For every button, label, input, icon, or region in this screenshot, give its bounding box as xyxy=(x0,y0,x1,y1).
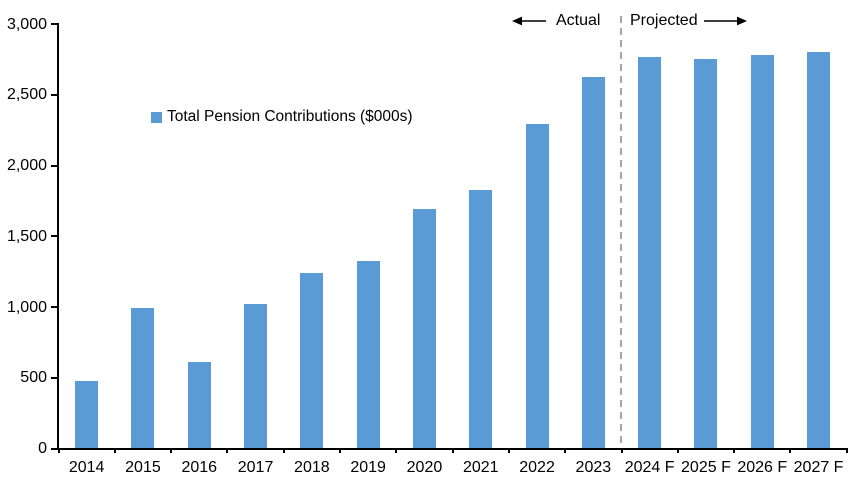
x-axis-label: 2015 xyxy=(125,459,161,476)
bar-2020 xyxy=(412,208,436,448)
bar-2022 xyxy=(525,123,549,448)
x-axis-tick-mark xyxy=(620,448,623,453)
y-axis-tick-label: 2,000 xyxy=(6,157,47,174)
x-axis-tick-mark xyxy=(226,448,229,453)
x-axis-tick-mark xyxy=(282,448,285,453)
x-axis-tick-mark xyxy=(395,448,398,453)
y-axis-tick-mark xyxy=(51,376,58,379)
actual-label: Actual xyxy=(556,12,601,29)
x-axis-label: 2021 xyxy=(462,459,499,476)
y-axis-tick-mark xyxy=(51,93,58,96)
bar-2021 xyxy=(469,190,493,448)
bar-2026-f xyxy=(750,54,774,448)
y-axis-tick-label: 1,500 xyxy=(6,227,47,245)
right-arrow-icon xyxy=(704,16,747,26)
x-axis-tick-mark xyxy=(845,448,848,453)
bar-2018 xyxy=(300,272,324,448)
x-axis-tick-mark xyxy=(113,448,116,453)
x-axis-label: 2019 xyxy=(350,459,386,476)
x-axis-tick-mark xyxy=(733,448,736,453)
bar-2016 xyxy=(187,361,211,448)
x-axis-tick-mark xyxy=(339,448,341,453)
y-axis-tick-label: 2,500 xyxy=(6,86,47,104)
x-axis-label: 2016 xyxy=(181,459,218,476)
x-axis-tick-mark xyxy=(170,448,173,453)
actual-projected-divider xyxy=(620,16,622,448)
y-axis-tick-label: 0 xyxy=(38,440,47,457)
y-axis-tick-mark xyxy=(51,235,58,238)
x-axis-label: 2024 F xyxy=(624,459,675,476)
x-axis-tick-mark xyxy=(564,448,567,453)
x-axis-tick-mark xyxy=(789,448,792,453)
y-axis-tick-label: 3,000 xyxy=(6,15,47,33)
projected-label: Projected xyxy=(630,12,698,29)
y-axis-line xyxy=(57,23,59,450)
bar-2017 xyxy=(244,303,268,448)
bar-2014 xyxy=(75,381,99,448)
x-axis-label: 2026 F xyxy=(737,459,788,476)
bar-2027-f xyxy=(807,51,831,448)
x-axis-tick-mark xyxy=(507,448,510,453)
x-axis-tick-mark xyxy=(451,448,454,453)
x-axis-label: 2017 xyxy=(237,459,274,476)
bar-2023 xyxy=(581,77,605,448)
x-axis-label: 2027 F xyxy=(793,459,844,476)
legend: Total Pension Contributions ($000s) xyxy=(151,108,413,126)
y-axis-tick-label: 500 xyxy=(20,369,47,387)
x-axis-label: 2022 xyxy=(519,459,555,476)
bar-2024-f xyxy=(638,57,662,448)
x-axis-label: 2018 xyxy=(294,459,330,476)
left-arrow-icon xyxy=(512,16,546,26)
legend-label: Total Pension Contributions ($000s) xyxy=(167,108,413,125)
bar-2015 xyxy=(131,307,155,448)
x-axis-tick-mark xyxy=(676,448,679,453)
x-axis-label: 2025 F xyxy=(681,459,731,476)
y-axis-tick-mark xyxy=(51,23,58,25)
y-axis-tick-mark xyxy=(51,164,58,167)
y-axis-tick-mark xyxy=(51,306,58,308)
x-axis-tick-mark xyxy=(57,448,60,453)
bar-2025-f xyxy=(694,58,718,448)
x-axis-label: 2023 xyxy=(575,459,612,476)
bar-2019 xyxy=(356,261,380,448)
x-axis-label: 2014 xyxy=(68,459,105,476)
y-axis-tick-mark xyxy=(51,447,58,450)
x-axis-label: 2020 xyxy=(406,459,443,476)
y-axis-tick-label: 1,000 xyxy=(6,298,47,316)
legend-marker-icon xyxy=(151,112,162,123)
